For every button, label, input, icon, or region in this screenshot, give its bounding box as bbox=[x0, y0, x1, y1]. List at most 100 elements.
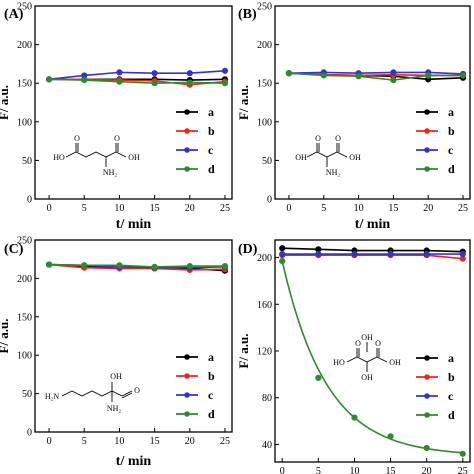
legend-marker bbox=[424, 374, 430, 380]
molecule-atom-label: OH bbox=[128, 153, 140, 162]
x-tick-label: 0 bbox=[280, 466, 285, 474]
molecule-atom-label: O bbox=[375, 339, 381, 348]
y-tick-label: 100 bbox=[257, 117, 272, 128]
x-tick-label: 5 bbox=[82, 436, 87, 447]
legend-marker bbox=[424, 147, 430, 153]
plot-frame bbox=[34, 5, 233, 200]
x-tick-label: 20 bbox=[422, 466, 432, 474]
legend-label: d bbox=[448, 408, 455, 422]
legend-label: a bbox=[448, 105, 454, 119]
y-tick-label: 150 bbox=[17, 79, 32, 90]
series-d-point bbox=[186, 263, 193, 270]
legend-marker bbox=[184, 392, 190, 398]
legend-label: d bbox=[208, 407, 215, 421]
x-tick-label: 5 bbox=[321, 203, 326, 214]
series-c-point bbox=[390, 69, 397, 76]
molecule-atom-label: O bbox=[355, 339, 361, 348]
legend-label: a bbox=[208, 350, 214, 364]
x-tick-label: 0 bbox=[47, 203, 52, 214]
series-d-point bbox=[116, 78, 123, 85]
series-d-point bbox=[221, 80, 229, 87]
panel-label: (C) bbox=[4, 242, 24, 257]
x-tick-label: 15 bbox=[386, 466, 396, 474]
legend-marker bbox=[424, 128, 430, 134]
series-d-point bbox=[151, 80, 158, 87]
x-tick-label: 10 bbox=[349, 466, 359, 474]
x-tick-label: 25 bbox=[458, 203, 468, 214]
y-tick-label: 250 bbox=[17, 236, 32, 247]
molecule-structure: H₂N OH O NH₂ bbox=[45, 372, 140, 413]
plot-frame bbox=[34, 239, 233, 433]
series-d-point bbox=[116, 262, 123, 269]
y-tick-label: 200 bbox=[257, 40, 272, 51]
series-d-point bbox=[351, 414, 358, 421]
legend-label: c bbox=[208, 388, 214, 402]
molecule-atom-label: OH bbox=[361, 333, 373, 342]
legend-marker bbox=[184, 147, 190, 153]
series-d-point bbox=[423, 444, 430, 452]
series-d-point bbox=[390, 77, 397, 84]
x-tick-label: 15 bbox=[150, 436, 160, 447]
series-c-point bbox=[315, 250, 322, 258]
series-d-fit-curve bbox=[281, 260, 463, 454]
legend-label: b bbox=[448, 124, 455, 138]
y-tick-label: 200 bbox=[17, 40, 32, 51]
molecule-atom-label: NH₂ bbox=[107, 404, 122, 413]
legend-marker bbox=[184, 128, 190, 134]
series-a-line bbox=[282, 247, 463, 253]
y-tick-label: 0 bbox=[27, 428, 32, 439]
y-tick-label: 0 bbox=[27, 195, 32, 206]
y-tick-label: 50 bbox=[22, 156, 32, 167]
series-d-point bbox=[221, 263, 229, 270]
y-tick-label: 100 bbox=[17, 351, 32, 362]
y-tick-label: 0 bbox=[267, 195, 272, 206]
legend-marker bbox=[424, 109, 430, 115]
y-tick-label: 80 bbox=[262, 393, 272, 404]
series-d-point bbox=[45, 76, 53, 83]
series-a-point bbox=[279, 245, 286, 252]
molecule-structure: O O OH OH NH₂ bbox=[295, 134, 361, 177]
x-tick-label: 25 bbox=[458, 466, 468, 474]
legend-marker bbox=[424, 355, 430, 361]
series-c-point bbox=[116, 69, 123, 76]
molecule-atom-label: HO bbox=[53, 153, 65, 162]
series-d-point bbox=[425, 72, 432, 79]
legend-label: b bbox=[208, 369, 215, 383]
plot-frame bbox=[274, 5, 471, 200]
series-d-line bbox=[49, 78, 225, 85]
series-c-point bbox=[186, 70, 193, 77]
series-c-line bbox=[48, 70, 226, 81]
molecule-atom-label: HO bbox=[333, 358, 345, 367]
legend-marker bbox=[424, 393, 430, 399]
y-tick-label: 160 bbox=[257, 300, 272, 311]
series-c-point bbox=[279, 250, 286, 258]
molecule-atom-label: OH bbox=[349, 153, 361, 162]
y-axis-label: F/ a.u. bbox=[236, 85, 251, 120]
panel-label: (B) bbox=[238, 7, 257, 22]
series-d-point bbox=[459, 72, 467, 79]
molecule-structure: HO O O OH NH₂ bbox=[53, 134, 140, 177]
y-tick-label: 50 bbox=[22, 389, 32, 400]
series-d-point bbox=[387, 433, 394, 440]
series-c-point bbox=[151, 70, 158, 77]
y-tick-label: 250 bbox=[17, 2, 32, 13]
legend-label: a bbox=[208, 105, 214, 119]
molecule-atom-label: NH₂ bbox=[103, 168, 118, 177]
legend-label: c bbox=[448, 143, 454, 157]
series-d-line bbox=[49, 263, 225, 268]
series-d-point bbox=[81, 262, 88, 269]
series-d-point bbox=[320, 72, 327, 79]
y-axis-label: F/ a.u. bbox=[236, 333, 251, 368]
x-tick-label: 10 bbox=[114, 436, 124, 447]
series-d-line bbox=[288, 72, 464, 81]
legend-marker bbox=[184, 166, 190, 172]
x-tick-label: 5 bbox=[82, 203, 87, 214]
x-tick-label: 15 bbox=[150, 203, 160, 214]
